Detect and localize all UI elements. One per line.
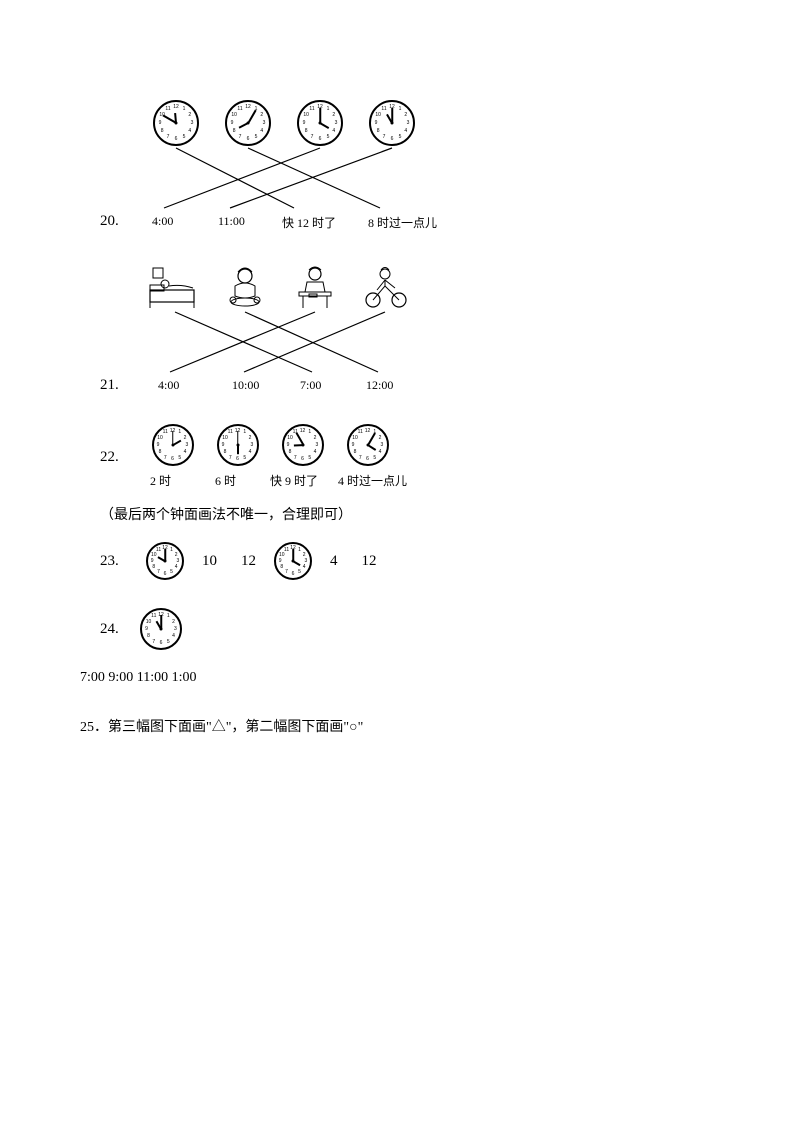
clock: 121234567891011 <box>140 424 205 466</box>
time-label: 快 9 时了 <box>270 472 318 489</box>
question-number: 25． <box>80 720 108 735</box>
answer-value: 12 <box>241 553 256 570</box>
time-label: 2 时 <box>150 472 171 489</box>
note-text: （最后两个钟面画法不唯一，合理即可） <box>100 504 714 524</box>
question-22: 22.1212345678910111212345678910111212345… <box>100 424 714 490</box>
clock: 121234567891011 <box>270 424 335 466</box>
question-number: 21. <box>100 377 140 394</box>
time-label: 7:00 <box>300 378 321 393</box>
question-25: 25．第三幅图下面画"△"，第二幅图下面画"○" <box>80 716 714 736</box>
question-21: 21. 4:00 10:00 7:00 12:00 <box>100 262 714 394</box>
question-23: 23. 121234567891011 10 12 121234567891011 4 12 <box>100 542 714 580</box>
time-label: 11:00 <box>218 214 245 229</box>
answer-text: 第三幅图下面画"△"，第二幅图下面画"○" <box>108 720 363 735</box>
time-label: 4 时过一点儿 <box>338 472 407 489</box>
question-20: 20.1212345678910111212345678910111212345… <box>100 100 714 230</box>
clock: 121234567891011 <box>356 100 428 146</box>
time-label: 4:00 <box>158 378 179 393</box>
answer-value: 10 <box>202 553 217 570</box>
clock: 121234567891011 <box>284 100 356 146</box>
clock: 121234567891011 <box>335 424 400 466</box>
question-number: 22. <box>100 449 140 466</box>
scene-sleep <box>140 262 210 310</box>
time-label: 10:00 <box>232 378 259 393</box>
scene-eat <box>210 262 280 310</box>
time-label: 8 时过一点儿 <box>368 214 437 231</box>
clock: 121234567891011 <box>146 542 184 580</box>
clock: 121234567891011 <box>140 608 182 650</box>
question-number: 23. <box>100 553 140 570</box>
times-list: 7:00 9:00 11:00 1:00 <box>80 670 714 686</box>
time-label: 快 12 时了 <box>282 214 336 231</box>
question-number: 20. <box>100 213 140 230</box>
time-label: 6 时 <box>215 472 236 489</box>
answer-value: 12 <box>362 553 377 570</box>
time-label: 4:00 <box>152 214 173 229</box>
clock: 121234567891011 <box>274 542 312 580</box>
question-number: 24. <box>100 621 140 638</box>
time-label: 12:00 <box>366 378 393 393</box>
clock: 121234567891011 <box>140 100 212 146</box>
scene-study <box>280 262 350 310</box>
question-24: 24.121234567891011 <box>100 608 714 650</box>
scene-ride <box>350 262 420 310</box>
clock: 121234567891011 <box>212 100 284 146</box>
clock: 121234567891011 <box>205 424 270 466</box>
answer-value: 4 <box>330 553 338 570</box>
